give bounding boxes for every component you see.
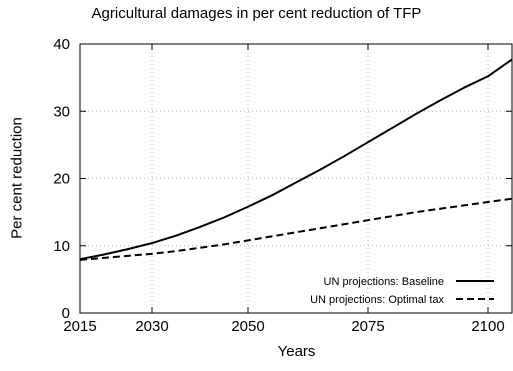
series-line-1 bbox=[79, 58, 513, 261]
x-axis-label: Years bbox=[277, 343, 316, 360]
x-tick-label: 2030 bbox=[135, 318, 168, 335]
y-tick-label: 30 bbox=[53, 103, 70, 120]
series-lines bbox=[79, 58, 513, 261]
axes bbox=[79, 43, 513, 314]
y-tick-label: 10 bbox=[53, 238, 70, 255]
x-tick-label: 2100 bbox=[471, 318, 504, 335]
x-tick-label: 2015 bbox=[63, 318, 96, 335]
chart-title: Agricultural damages in per cent reducti… bbox=[91, 5, 422, 22]
y-axis-label: Per cent reduction bbox=[8, 117, 26, 239]
x-tick-label: 2050 bbox=[231, 318, 264, 335]
x-tick-label: 2075 bbox=[351, 318, 384, 335]
y-tick-label: 20 bbox=[53, 171, 70, 188]
legend: UN projections: Baseline UN projections: … bbox=[310, 276, 494, 306]
grid-lines bbox=[80, 44, 512, 313]
y-tick-label: 40 bbox=[53, 36, 70, 53]
series-line-2 bbox=[79, 197, 513, 261]
y-tick-label: 0 bbox=[62, 305, 70, 322]
legend-label: UN projections: Optimal tax bbox=[310, 294, 444, 306]
legend-label: UN projections: Baseline bbox=[324, 276, 444, 288]
